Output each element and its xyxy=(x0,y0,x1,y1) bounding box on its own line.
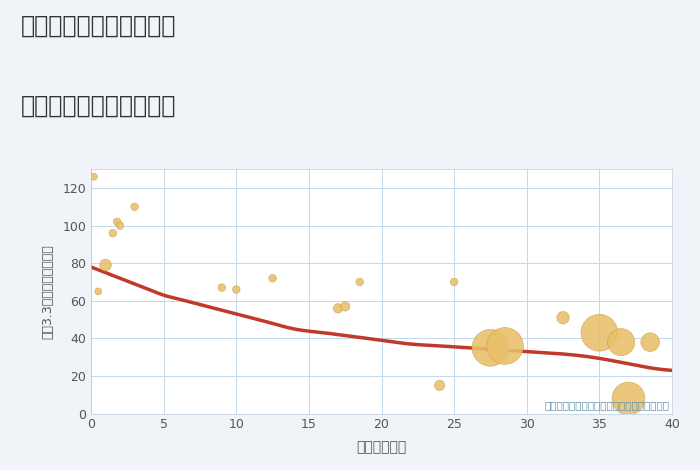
Point xyxy=(499,342,510,350)
Text: 三重県四日市市緑丘町の: 三重県四日市市緑丘町の xyxy=(21,14,176,38)
Point xyxy=(216,284,228,291)
Point xyxy=(88,173,99,180)
Point xyxy=(100,261,111,269)
Point xyxy=(449,278,460,286)
Point xyxy=(485,344,496,352)
Point xyxy=(623,395,634,402)
Point xyxy=(114,222,126,229)
Point xyxy=(231,286,242,293)
Point xyxy=(340,303,351,310)
Point xyxy=(111,218,122,226)
Point xyxy=(267,274,278,282)
Point xyxy=(594,329,605,337)
Text: 築年数別中古戸建て価格: 築年数別中古戸建て価格 xyxy=(21,94,176,118)
Point xyxy=(645,338,656,346)
Y-axis label: 坪（3.3㎡）単価（万円）: 坪（3.3㎡）単価（万円） xyxy=(41,244,54,339)
Point xyxy=(557,314,568,321)
Point xyxy=(434,382,445,389)
Point xyxy=(332,305,344,312)
Point xyxy=(615,338,626,346)
Point xyxy=(129,203,140,211)
Text: 円の大きさは、取引のあった物件面積を示す: 円の大きさは、取引のあった物件面積を示す xyxy=(544,400,669,410)
X-axis label: 築年数（年）: 築年数（年） xyxy=(356,440,407,454)
Point xyxy=(92,288,104,295)
Point xyxy=(354,278,365,286)
Point xyxy=(107,229,118,237)
